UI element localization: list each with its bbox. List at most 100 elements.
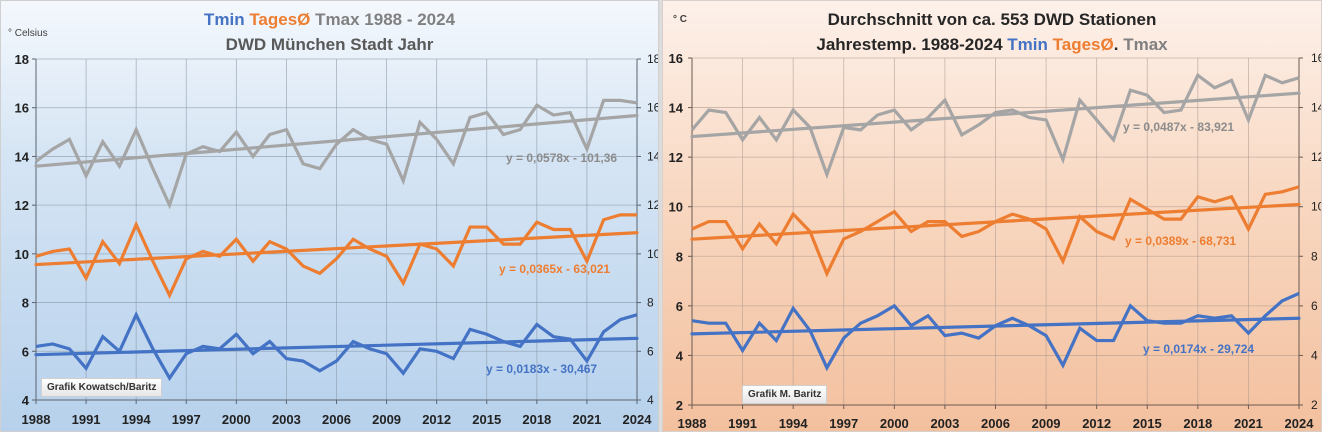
data-point-tavg <box>218 255 221 258</box>
data-point-tmax <box>352 128 355 131</box>
x-tick-label: 2015 <box>472 412 501 427</box>
data-point-tmax <box>619 99 622 102</box>
data-point-tmax <box>34 160 37 163</box>
data-point-tmin <box>876 314 879 317</box>
data-point-tavg <box>1179 218 1182 221</box>
data-point-tmin <box>1196 314 1199 317</box>
trendline-tavg <box>34 231 639 267</box>
data-point-tmax <box>1179 108 1182 111</box>
series-line-tmin <box>35 311 638 382</box>
data-point-tmax <box>285 128 288 131</box>
chart-title: Durchschnitt von ca. 553 DWD Stationen <box>827 10 1157 29</box>
data-point-tmax <box>569 111 572 114</box>
data-point-tavg <box>1281 190 1284 193</box>
y-tick-label-left: 2 <box>676 398 683 413</box>
data-point-tmin <box>84 367 87 370</box>
data-point-tmin <box>435 350 438 353</box>
credit-label: Grafik M. Baritz <box>742 385 828 404</box>
y-tick-label-left: 8 <box>676 249 683 264</box>
data-point-tmax <box>1112 138 1115 141</box>
data-point-tmax <box>1281 81 1284 84</box>
data-point-tmax <box>268 133 271 136</box>
data-point-tavg <box>1095 230 1098 233</box>
x-tick-label: 2003 <box>930 416 959 431</box>
data-point-tmin <box>418 347 421 350</box>
x-tick-label: 2018 <box>522 412 551 427</box>
data-point-tavg <box>758 222 761 225</box>
data-point-tavg <box>251 260 254 263</box>
series-line-tavg <box>691 185 1300 278</box>
trend-equation-tavg: y = 0,0365x - 63,021 <box>499 262 610 276</box>
data-point-tavg <box>775 242 778 245</box>
data-point-tmax <box>185 152 188 155</box>
data-point-tmin <box>707 322 710 325</box>
x-tick-label: 2006 <box>981 416 1010 431</box>
data-point-tmax <box>977 123 980 126</box>
data-point-tavg <box>876 220 879 223</box>
data-point-tavg <box>690 227 693 230</box>
data-point-tavg <box>808 230 811 233</box>
data-point-tmin <box>1044 334 1047 337</box>
data-point-tavg <box>1230 195 1233 198</box>
data-point-tmin <box>385 352 388 355</box>
y-tick-label-right: 14 <box>647 149 659 163</box>
data-point-tmax <box>792 108 795 111</box>
data-point-tmax <box>842 126 845 129</box>
data-point-tmin <box>34 345 37 348</box>
data-point-tavg <box>602 218 605 221</box>
data-point-tavg <box>825 272 828 275</box>
data-point-tmin <box>758 322 761 325</box>
data-point-tmin <box>485 333 488 336</box>
chart-dwd-average-panel: Durchschnitt von ca. 553 DWD Stationen J… <box>662 0 1322 432</box>
data-point-tmax <box>635 101 638 104</box>
title-tmax: Tmax <box>315 10 365 29</box>
data-point-tavg <box>1078 215 1081 218</box>
data-point-tmax <box>1297 76 1300 79</box>
data-point-tmax <box>302 162 305 165</box>
y-tick-label-right: 8 <box>1311 249 1318 263</box>
y-axis-unit-label: ° C <box>673 14 687 25</box>
trend-equation-tavg: y = 0,0389x - 68,731 <box>1125 234 1236 248</box>
x-tick-label: 1988 <box>678 416 707 431</box>
title-tavg: TagesØ <box>249 10 316 29</box>
x-tick-label: 2015 <box>1133 416 1162 431</box>
data-point-tmax <box>741 138 744 141</box>
data-point-tavg <box>1196 195 1199 198</box>
trendline-tmin <box>34 336 639 357</box>
data-point-tavg <box>418 243 421 246</box>
data-point-tmax <box>960 133 963 136</box>
data-point-tavg <box>569 228 572 231</box>
data-point-tmax <box>251 155 254 158</box>
data-point-tmax <box>502 133 505 136</box>
data-point-tavg <box>435 247 438 250</box>
data-point-tmax <box>318 167 321 170</box>
series-line-tmin <box>691 292 1300 372</box>
data-point-tmax <box>51 148 54 151</box>
data-point-tmin <box>201 345 204 348</box>
x-tick-label: 1988 <box>22 412 51 427</box>
data-point-tmin <box>724 322 727 325</box>
data-point-tmax <box>1078 99 1081 102</box>
data-point-tmin <box>1078 327 1081 330</box>
data-point-tmax <box>1247 118 1250 121</box>
data-point-tavg <box>1247 227 1250 230</box>
data-point-tmin <box>825 366 828 369</box>
data-point-tmin <box>101 335 104 338</box>
y-tick-label-right: 12 <box>1311 150 1322 164</box>
x-tick-label: 2021 <box>572 412 601 427</box>
data-point-tmax <box>168 204 171 207</box>
x-tick-label: 2006 <box>322 412 351 427</box>
series-line-tavg <box>35 213 637 300</box>
y-tick-label-left: 16 <box>15 101 29 116</box>
data-point-tmax <box>201 145 204 148</box>
data-point-tmin <box>808 329 811 332</box>
data-point-tavg <box>502 243 505 246</box>
data-point-tavg <box>926 220 929 223</box>
data-point-tmax <box>1196 74 1199 77</box>
data-point-tmax <box>926 116 929 119</box>
data-point-tmin <box>926 314 929 317</box>
data-point-tavg <box>68 247 71 250</box>
data-point-tmin <box>994 324 997 327</box>
chart-plot-munich: 4 4 6 6 8 8 10 10 12 12 14 14 16 16 18 18 1988 1991 1994 19… <box>15 52 659 427</box>
data-point-tmax <box>1011 108 1014 111</box>
